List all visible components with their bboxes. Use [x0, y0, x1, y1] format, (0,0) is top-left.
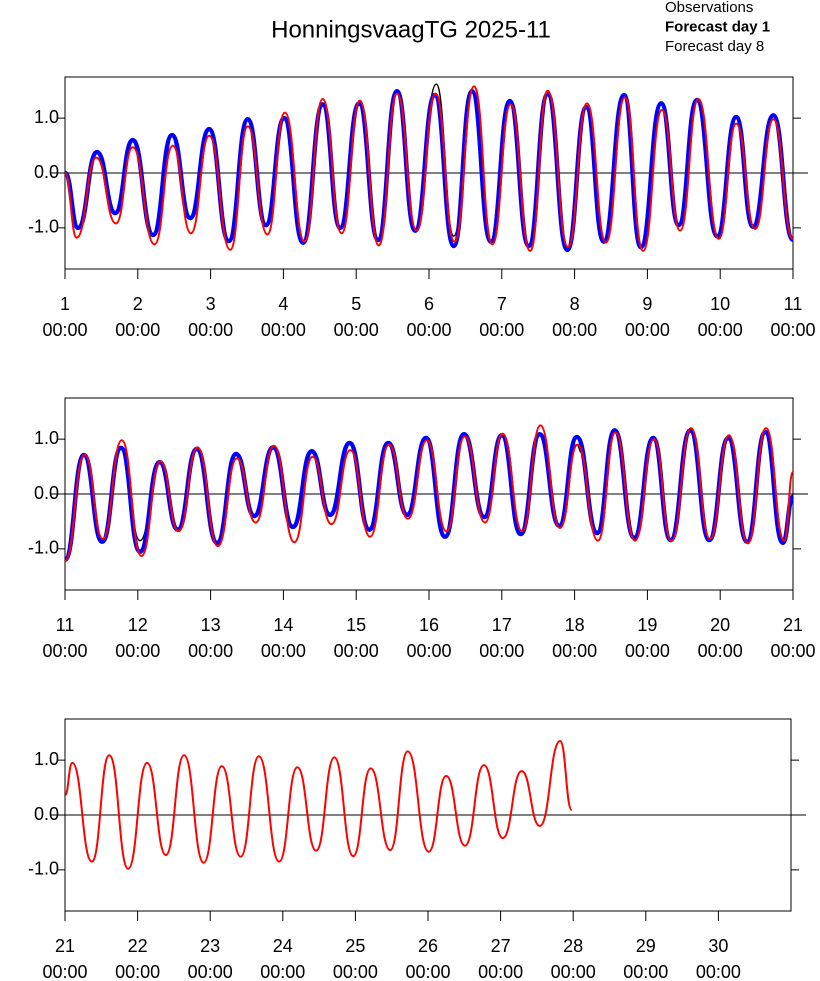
series-line	[64, 85, 794, 252]
x-tick-label: 5	[351, 294, 361, 314]
x-tick-label: 26	[418, 936, 438, 956]
x-tick-label: 23	[200, 936, 220, 956]
x-tick-time: 00:00	[551, 962, 596, 981]
x-tick-label: 2	[133, 294, 143, 314]
x-tick-time: 00:00	[188, 962, 233, 981]
x-tick-time: 00:00	[188, 320, 233, 340]
x-tick-time: 00:00	[698, 320, 743, 340]
x-tick-label: 11	[56, 615, 75, 635]
x-tick-label: 14	[273, 615, 293, 635]
x-tick-label: 20	[710, 615, 730, 635]
x-tick-label: 28	[563, 936, 583, 956]
x-tick-time: 00:00	[623, 962, 668, 981]
x-tick-time: 00:00	[405, 962, 450, 981]
legend-label: Forecast day 1	[665, 18, 770, 35]
chart-title: HonningsvaagTG 2025-11	[271, 16, 551, 43]
x-tick-label: 18	[565, 615, 585, 635]
x-tick-time: 00:00	[261, 320, 306, 340]
x-tick-label: 29	[636, 936, 656, 956]
x-tick-time: 00:00	[552, 641, 597, 661]
x-tick-time: 00:00	[333, 962, 378, 981]
x-tick-label: 15	[346, 615, 366, 635]
x-tick-label: 6	[424, 294, 434, 314]
series-line	[64, 739, 573, 870]
x-tick-time: 00:00	[698, 641, 743, 661]
x-tick-label: 13	[201, 615, 221, 635]
x-tick-label: 24	[273, 936, 293, 956]
x-tick-time: 00:00	[42, 641, 87, 661]
x-tick-label: 19	[637, 615, 657, 635]
x-tick-label: 3	[206, 294, 216, 314]
x-tick-time: 00:00	[115, 962, 160, 981]
y-tick-label: 0.0	[34, 483, 59, 503]
x-tick-label: 4	[278, 294, 288, 314]
x-tick-label: 25	[345, 936, 365, 956]
x-tick-time: 00:00	[42, 962, 87, 981]
x-tick-time: 00:00	[188, 641, 233, 661]
y-tick-label: -1.0	[28, 538, 59, 558]
x-tick-time: 00:00	[115, 641, 160, 661]
x-tick-time: 00:00	[260, 962, 305, 981]
x-tick-label: 30	[708, 936, 728, 956]
x-tick-time: 00:00	[625, 320, 670, 340]
x-tick-label: 22	[128, 936, 148, 956]
x-tick-time: 00:00	[770, 641, 815, 661]
x-tick-label: 7	[497, 294, 507, 314]
y-tick-label: -1.0	[28, 217, 59, 237]
x-tick-time: 00:00	[625, 641, 670, 661]
x-tick-label: 16	[419, 615, 439, 635]
x-tick-time: 00:00	[261, 641, 306, 661]
series-line	[64, 424, 794, 562]
y-tick-label: 1.0	[34, 107, 59, 127]
x-tick-time: 00:00	[406, 320, 451, 340]
x-tick-label: 12	[128, 615, 148, 635]
x-tick-label: 1	[60, 294, 70, 314]
x-tick-time: 00:00	[552, 320, 597, 340]
x-tick-time: 00:00	[479, 641, 524, 661]
x-tick-label: 9	[642, 294, 652, 314]
x-tick-time: 00:00	[42, 320, 87, 340]
x-tick-label: 27	[491, 936, 511, 956]
x-tick-time: 00:00	[770, 320, 815, 340]
legend-label: Forecast day 8	[665, 38, 764, 55]
x-tick-time: 00:00	[115, 320, 160, 340]
x-tick-label: 11	[784, 294, 803, 314]
x-tick-label: 17	[492, 615, 512, 635]
y-tick-label: 1.0	[34, 428, 59, 448]
x-tick-time: 00:00	[478, 962, 523, 981]
y-tick-label: 0.0	[34, 162, 59, 182]
x-tick-time: 00:00	[696, 962, 741, 981]
x-tick-label: 8	[570, 294, 580, 314]
x-tick-time: 00:00	[334, 641, 379, 661]
x-tick-label: 10	[710, 294, 730, 314]
x-tick-time: 00:00	[334, 320, 379, 340]
x-tick-time: 00:00	[406, 641, 451, 661]
y-tick-label: -1.0	[28, 859, 59, 879]
y-tick-label: 0.0	[34, 804, 59, 824]
x-tick-label: 21	[55, 936, 75, 956]
x-tick-label: 21	[783, 615, 803, 635]
legend-label: Observations	[665, 0, 753, 16]
x-tick-time: 00:00	[479, 320, 524, 340]
y-tick-label: 1.0	[34, 749, 59, 769]
